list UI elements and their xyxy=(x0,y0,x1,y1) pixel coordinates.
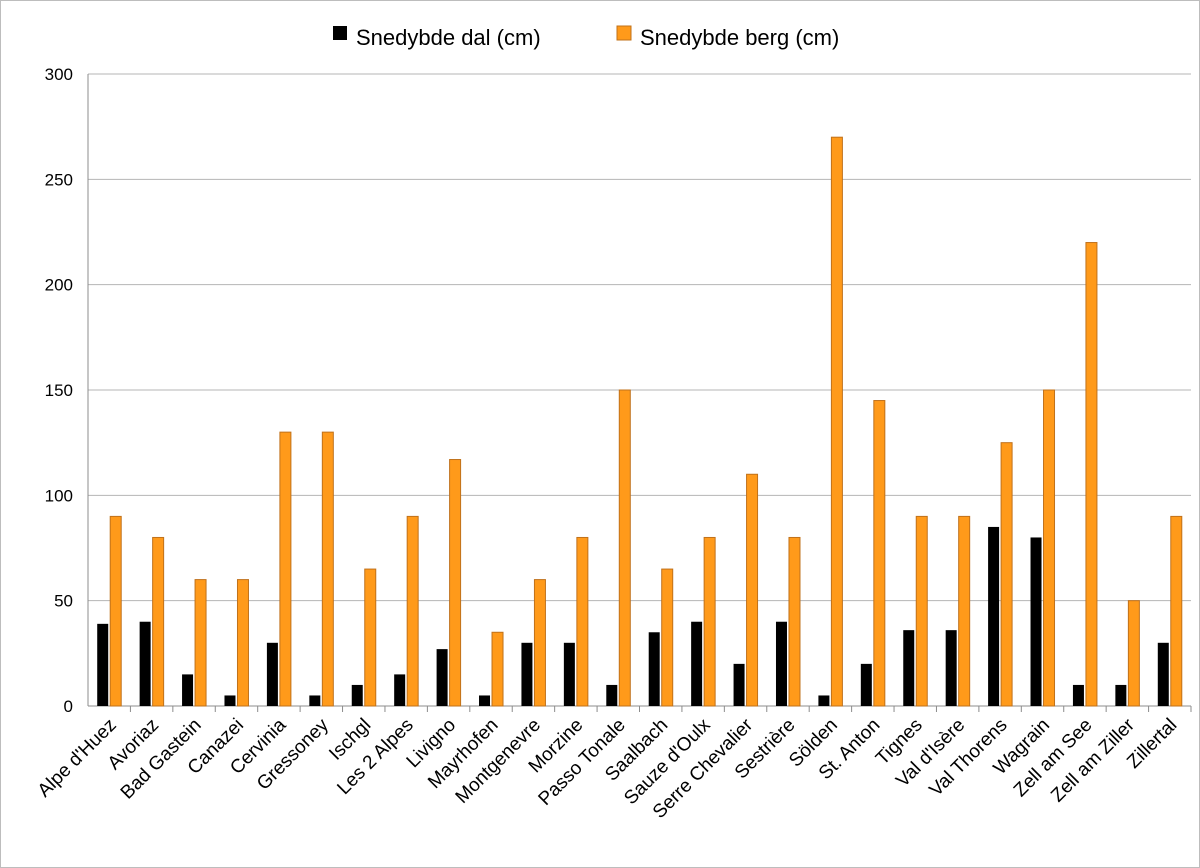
bar-berg xyxy=(873,400,886,707)
legend-swatch-dal xyxy=(333,26,347,40)
bar-dal xyxy=(1157,642,1169,706)
bar-dal xyxy=(351,684,363,706)
legend-swatch-berg xyxy=(616,25,632,41)
bars xyxy=(97,136,1183,707)
bar-berg xyxy=(491,631,504,707)
gridlines xyxy=(88,73,1191,707)
bar-berg xyxy=(661,568,674,707)
y-tick-label: 0 xyxy=(64,697,73,716)
bar-berg xyxy=(236,579,249,707)
bar-dal xyxy=(394,674,406,706)
bar-berg xyxy=(915,515,928,707)
bar-berg xyxy=(406,515,419,707)
bar-berg xyxy=(788,536,801,707)
bar-berg xyxy=(109,515,122,707)
y-tick-label: 300 xyxy=(45,65,73,84)
bar-dal xyxy=(309,695,321,706)
bar-dal xyxy=(182,674,194,706)
y-axis: 0 50 100 150 200 250 300 xyxy=(45,65,89,716)
bar-berg xyxy=(746,473,759,707)
bar-dal xyxy=(775,621,787,706)
bar-berg xyxy=(533,579,546,707)
legend-label-berg: Snedybde berg (cm) xyxy=(640,25,839,50)
bar-berg xyxy=(321,431,334,707)
bar-dal xyxy=(1030,537,1042,706)
bar-dal xyxy=(479,695,491,706)
bar-dal xyxy=(860,663,872,706)
bar-dal xyxy=(648,632,660,706)
y-tick-label: 50 xyxy=(54,592,73,611)
bar-berg xyxy=(576,536,589,707)
y-tick-label: 250 xyxy=(45,170,73,189)
bar-berg xyxy=(1170,515,1183,707)
bar-dal xyxy=(903,630,915,706)
bar-dal xyxy=(97,623,109,706)
bar-berg xyxy=(1127,600,1140,707)
y-tick-label: 200 xyxy=(45,276,73,295)
bar-dal xyxy=(266,642,278,706)
bar-dal xyxy=(563,642,575,706)
y-tick-label: 150 xyxy=(45,381,73,400)
bar-berg xyxy=(830,136,843,707)
bar-berg xyxy=(958,515,971,707)
bar-berg xyxy=(1085,242,1098,707)
bar-berg xyxy=(194,579,207,707)
legend-label-dal: Snedybde dal (cm) xyxy=(356,25,541,50)
bar-berg xyxy=(618,389,631,707)
bar-dal xyxy=(224,695,236,706)
bar-dal xyxy=(521,642,533,706)
bar-dal xyxy=(436,649,448,706)
legend: Snedybde dal (cm) Snedybde berg (cm) xyxy=(333,25,839,50)
bar-berg xyxy=(152,536,165,707)
bar-dal xyxy=(988,526,1000,706)
bar-berg xyxy=(1000,442,1013,707)
bar-berg xyxy=(449,459,462,707)
y-tick-label: 100 xyxy=(45,486,73,505)
bar-dal xyxy=(945,630,957,706)
bar-dal xyxy=(1115,684,1127,706)
bar-dal xyxy=(139,621,151,706)
bar-dal xyxy=(733,663,745,706)
bar-berg xyxy=(279,431,292,707)
bar-dal xyxy=(606,684,618,706)
bar-dal xyxy=(691,621,703,706)
bar-berg xyxy=(1043,389,1056,707)
bar-dal xyxy=(818,695,830,706)
bar-berg xyxy=(703,536,716,707)
bar-dal xyxy=(1072,684,1084,706)
bar-berg xyxy=(364,568,377,707)
